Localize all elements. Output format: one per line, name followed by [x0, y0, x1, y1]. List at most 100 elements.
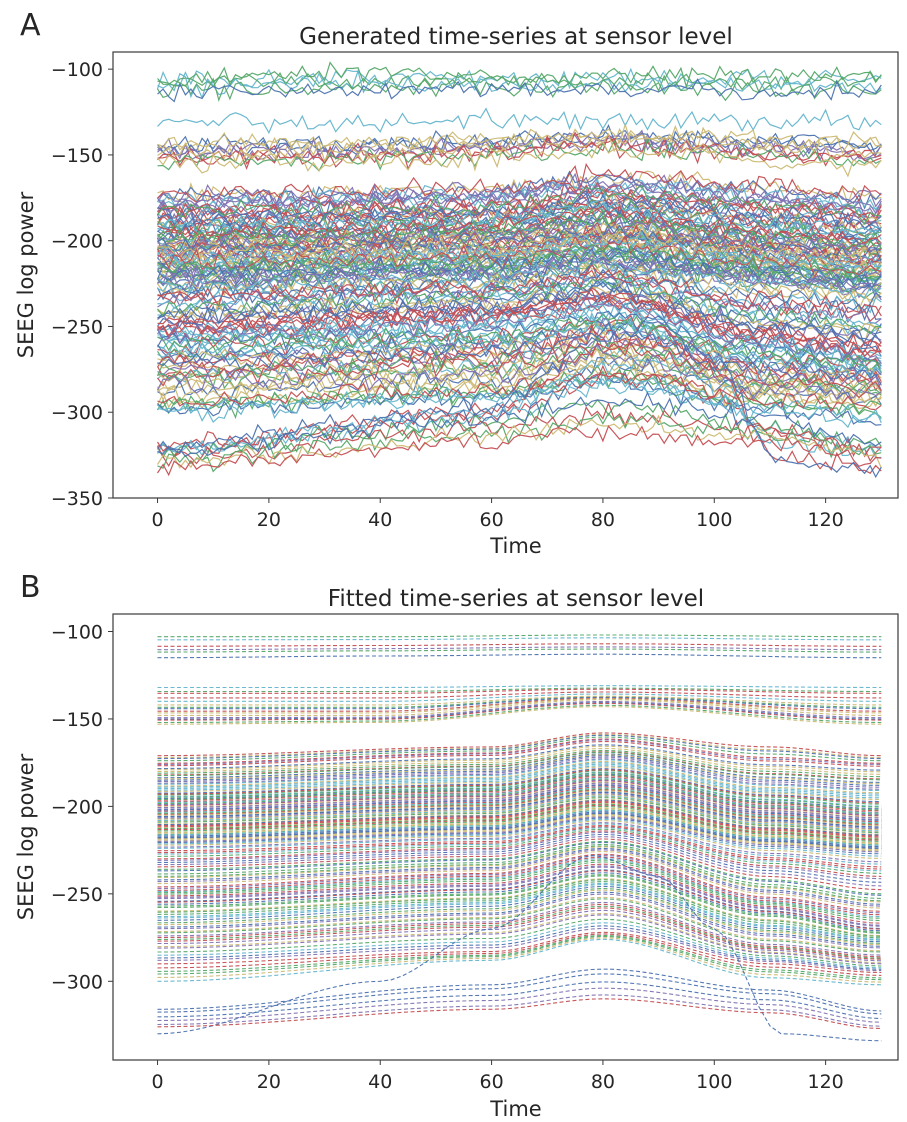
series-line [157, 697, 882, 712]
x-tick-label: 40 [368, 509, 392, 531]
series-line [157, 321, 882, 386]
x-tick-label: 100 [696, 509, 732, 531]
series-line [157, 789, 882, 826]
series-line [157, 775, 882, 812]
series-line [156, 414, 882, 469]
series-line [157, 759, 882, 792]
series-line [157, 937, 882, 983]
series-line [157, 882, 882, 940]
series-line [157, 805, 882, 842]
series-line [157, 887, 882, 944]
series-line [157, 798, 882, 835]
series-line [157, 199, 882, 234]
series-line [157, 803, 882, 840]
series-line [157, 826, 882, 870]
series-line [157, 872, 882, 932]
series-line [157, 787, 882, 824]
series-line [157, 695, 882, 706]
series-line [157, 828, 882, 874]
x-tick-label: 80 [591, 1071, 615, 1093]
series-line [157, 843, 882, 900]
series-line [157, 345, 882, 403]
series-line [157, 254, 882, 293]
series-line [157, 925, 882, 970]
series-line [157, 841, 882, 896]
series-line [157, 891, 882, 947]
series-line [157, 854, 882, 914]
series-line [156, 333, 882, 395]
series-line [157, 903, 882, 958]
series-line [157, 836, 882, 887]
series-line [157, 831, 882, 880]
series-line [157, 377, 882, 429]
series-line [157, 132, 882, 164]
series-line [157, 653, 882, 659]
series-line [157, 774, 882, 811]
series-line [156, 294, 882, 365]
series-line [157, 770, 882, 805]
series-line [157, 61, 882, 89]
x-tick-label: 20 [257, 509, 281, 531]
panel-b: B Fitted time-series at sensor level 0 20… [14, 570, 899, 1121]
series-line [157, 749, 882, 778]
series-line [157, 687, 882, 693]
panel-a-y-ticks: −100 −150 −200 −250 −300 −350 [51, 59, 113, 510]
series-line [157, 827, 882, 872]
series-line [157, 771, 882, 807]
panel-b-title: Fitted time-series at sensor level [328, 586, 704, 612]
series-line [157, 758, 882, 790]
panel-a-y-label: SEEG log power [14, 191, 38, 358]
series-line [157, 756, 882, 788]
y-tick-label: −150 [51, 709, 103, 731]
series-line [157, 744, 882, 771]
series-line [157, 698, 882, 714]
series-line [157, 223, 882, 264]
y-tick-label: −350 [51, 488, 103, 510]
series-line [157, 217, 882, 255]
x-tick-label: 60 [479, 509, 503, 531]
series-line [157, 738, 882, 764]
series-line [156, 356, 882, 407]
series-line [157, 780, 882, 817]
series-line [157, 736, 882, 762]
panel-b-y-label: SEEG log power [14, 753, 38, 920]
series-line [157, 830, 882, 877]
series-line [157, 372, 882, 424]
series-line [157, 272, 882, 335]
series-line [157, 874, 882, 933]
series-line [157, 78, 882, 103]
series-line [157, 816, 882, 853]
series-line [157, 781, 882, 818]
series-line [157, 822, 882, 863]
panel-a-x-label: Time [489, 534, 541, 558]
series-line [157, 820, 882, 859]
series-line [157, 905, 882, 959]
series-line [157, 898, 882, 953]
series-line [157, 922, 882, 969]
series-line [157, 838, 882, 891]
series-line [157, 646, 882, 651]
series-line [157, 791, 882, 828]
series-line [157, 818, 882, 857]
series-line [157, 745, 882, 773]
series-line [157, 879, 882, 937]
series-line [157, 811, 882, 848]
x-tick-label: 80 [591, 509, 615, 531]
series-line [157, 858, 882, 918]
series-line [157, 815, 882, 852]
panel-a-title: Generated time-series at sensor level [299, 24, 733, 50]
series-line [157, 797, 882, 834]
series-line [157, 850, 882, 909]
series-line [157, 875, 882, 934]
series-line [157, 907, 882, 960]
series-line [157, 751, 882, 780]
series-line [157, 688, 882, 694]
panel-letter-a: A [20, 8, 41, 43]
series-line [157, 987, 882, 1023]
panel-a-x-ticks: 0 20 40 60 80 100 120 [151, 498, 844, 531]
series-line [157, 812, 882, 849]
series-line [157, 107, 882, 135]
series-line [157, 127, 882, 159]
series-line [157, 122, 882, 156]
